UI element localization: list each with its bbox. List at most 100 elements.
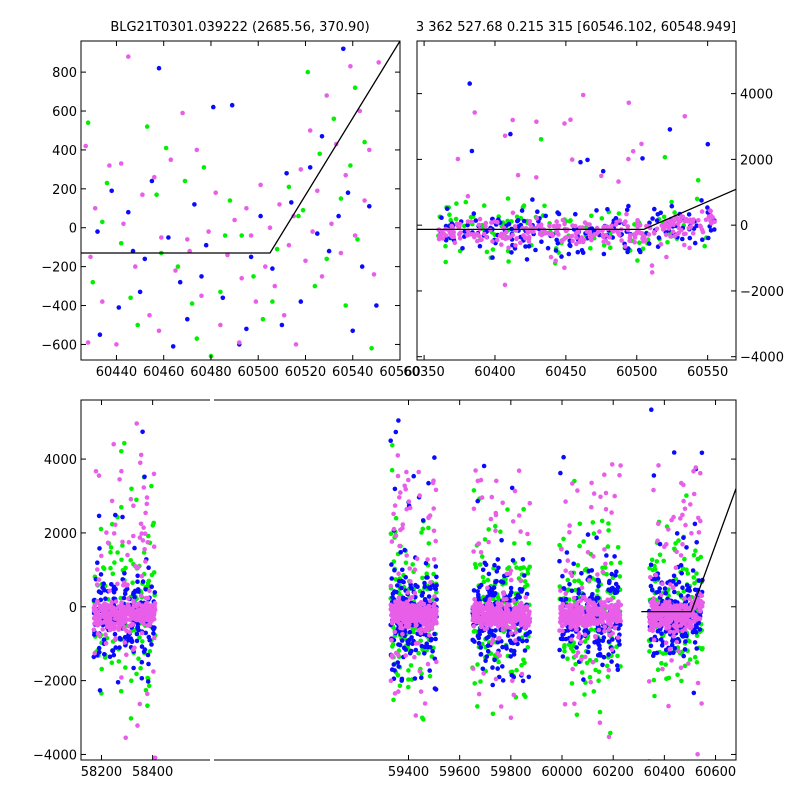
- full-point-magenta: [422, 701, 428, 706]
- full-point-magenta: [392, 691, 398, 696]
- full-point-magenta: [580, 610, 585, 616]
- full-point-blue: [571, 561, 576, 567]
- zoom-right-point-magenta: [502, 282, 508, 288]
- full-point-blue: [596, 641, 601, 647]
- full-point-magenta: [570, 623, 575, 629]
- full-point-green: [491, 596, 496, 602]
- full-point-magenta: [402, 483, 408, 489]
- full-point-green: [591, 689, 597, 694]
- full-point-magenta: [120, 610, 126, 615]
- zoom-left-point-blue: [359, 264, 365, 269]
- full-point-blue: [697, 627, 703, 632]
- zoom-right-point-blue: [605, 207, 610, 212]
- full-point-blue: [509, 485, 515, 491]
- full-point-magenta: [680, 542, 685, 547]
- full-point-magenta: [649, 621, 655, 626]
- full-point-magenta: [593, 609, 598, 615]
- full-point-magenta: [602, 624, 608, 630]
- zoom-right-point-green: [453, 216, 459, 222]
- full-point-magenta: [616, 599, 621, 604]
- full-point-magenta: [113, 599, 119, 604]
- zoom-left-point-green: [312, 283, 318, 289]
- zoom-right-point-blue: [469, 148, 475, 154]
- full-point-blue: [419, 675, 424, 680]
- full-point-magenta: [128, 623, 134, 628]
- full-point-magenta: [144, 495, 150, 500]
- full-point-green: [410, 562, 416, 567]
- full-point-blue: [676, 579, 682, 585]
- full-point-magenta: [669, 611, 675, 616]
- full-xtick-label: 58400: [132, 765, 173, 780]
- full-point-magenta: [602, 547, 607, 552]
- full-point-magenta: [486, 615, 492, 620]
- zoom-right-point-blue: [626, 203, 631, 209]
- full-point-green: [472, 681, 478, 686]
- full-point-blue: [151, 631, 156, 636]
- full-point-green: [389, 467, 395, 473]
- full-point-magenta: [565, 619, 570, 624]
- zoom-left-point-magenta: [88, 254, 93, 260]
- zoom-right-ytick-label: −4000: [740, 351, 784, 366]
- full-point-green: [99, 666, 104, 672]
- full-point-blue: [481, 463, 487, 469]
- zoom-right-point-magenta: [675, 221, 681, 227]
- full-point-magenta: [433, 538, 439, 544]
- zoom-right-point-blue: [524, 257, 530, 262]
- full-point-blue: [121, 595, 127, 601]
- full-point-blue: [560, 632, 565, 637]
- full-point-blue: [97, 688, 103, 693]
- full-point-green: [475, 662, 480, 667]
- full-point-magenta: [116, 627, 121, 632]
- zoom-right-point-blue: [585, 157, 590, 163]
- full-point-blue: [398, 550, 404, 555]
- panel-zoom-right-frame: [416, 40, 737, 361]
- zoom-left-point-blue: [289, 200, 294, 205]
- zoom-right-point-blue: [555, 241, 561, 246]
- full-point-magenta: [502, 610, 507, 616]
- full-point-blue: [574, 645, 579, 650]
- full-point-magenta: [522, 625, 528, 631]
- zoom-left-point-magenta: [107, 163, 112, 168]
- zoom-right-point-magenta: [569, 157, 575, 162]
- zoom-right-point-magenta: [646, 232, 652, 237]
- full-point-magenta: [587, 598, 592, 603]
- zoom-right-point-magenta: [708, 213, 714, 218]
- full-point-blue: [681, 653, 686, 659]
- full-point-green: [122, 441, 127, 446]
- zoom-left-point-magenta: [213, 190, 218, 195]
- full-point-blue: [424, 644, 430, 649]
- full-point-magenta: [391, 526, 397, 532]
- full-point-blue: [402, 547, 408, 553]
- full-point-magenta: [426, 618, 432, 623]
- full-point-magenta: [583, 654, 588, 660]
- full-point-magenta: [512, 488, 518, 494]
- zoom-right-point-magenta: [683, 231, 688, 237]
- zoom-right-point-magenta: [546, 230, 551, 236]
- full-point-blue: [477, 632, 483, 637]
- zoom-right-point-magenta: [617, 232, 622, 238]
- zoom-left-point-green: [324, 256, 329, 262]
- full-point-blue: [658, 637, 664, 642]
- full-point-green: [98, 526, 104, 532]
- full-point-green: [482, 537, 488, 542]
- full-point-magenta: [104, 621, 110, 627]
- full-point-blue: [486, 634, 491, 640]
- full-point-blue: [118, 637, 123, 642]
- full-point-blue: [131, 665, 136, 671]
- full-point-magenta: [618, 463, 623, 468]
- full-point-green: [655, 667, 661, 672]
- full-point-green: [657, 552, 663, 558]
- zoom-left-point-green: [222, 233, 228, 238]
- full-point-green: [606, 528, 611, 533]
- full-point-blue: [558, 470, 563, 476]
- zoom-right-point-blue: [692, 240, 698, 246]
- full-point-green: [147, 649, 153, 654]
- full-point-magenta: [151, 544, 157, 549]
- zoom-right-point-magenta: [556, 232, 561, 237]
- full-point-green: [660, 651, 666, 656]
- full-point-green: [419, 530, 424, 535]
- full-point-magenta: [516, 468, 522, 473]
- zoom-right-point-blue: [647, 220, 652, 226]
- full-point-magenta: [392, 629, 398, 635]
- full-point-green: [525, 645, 531, 650]
